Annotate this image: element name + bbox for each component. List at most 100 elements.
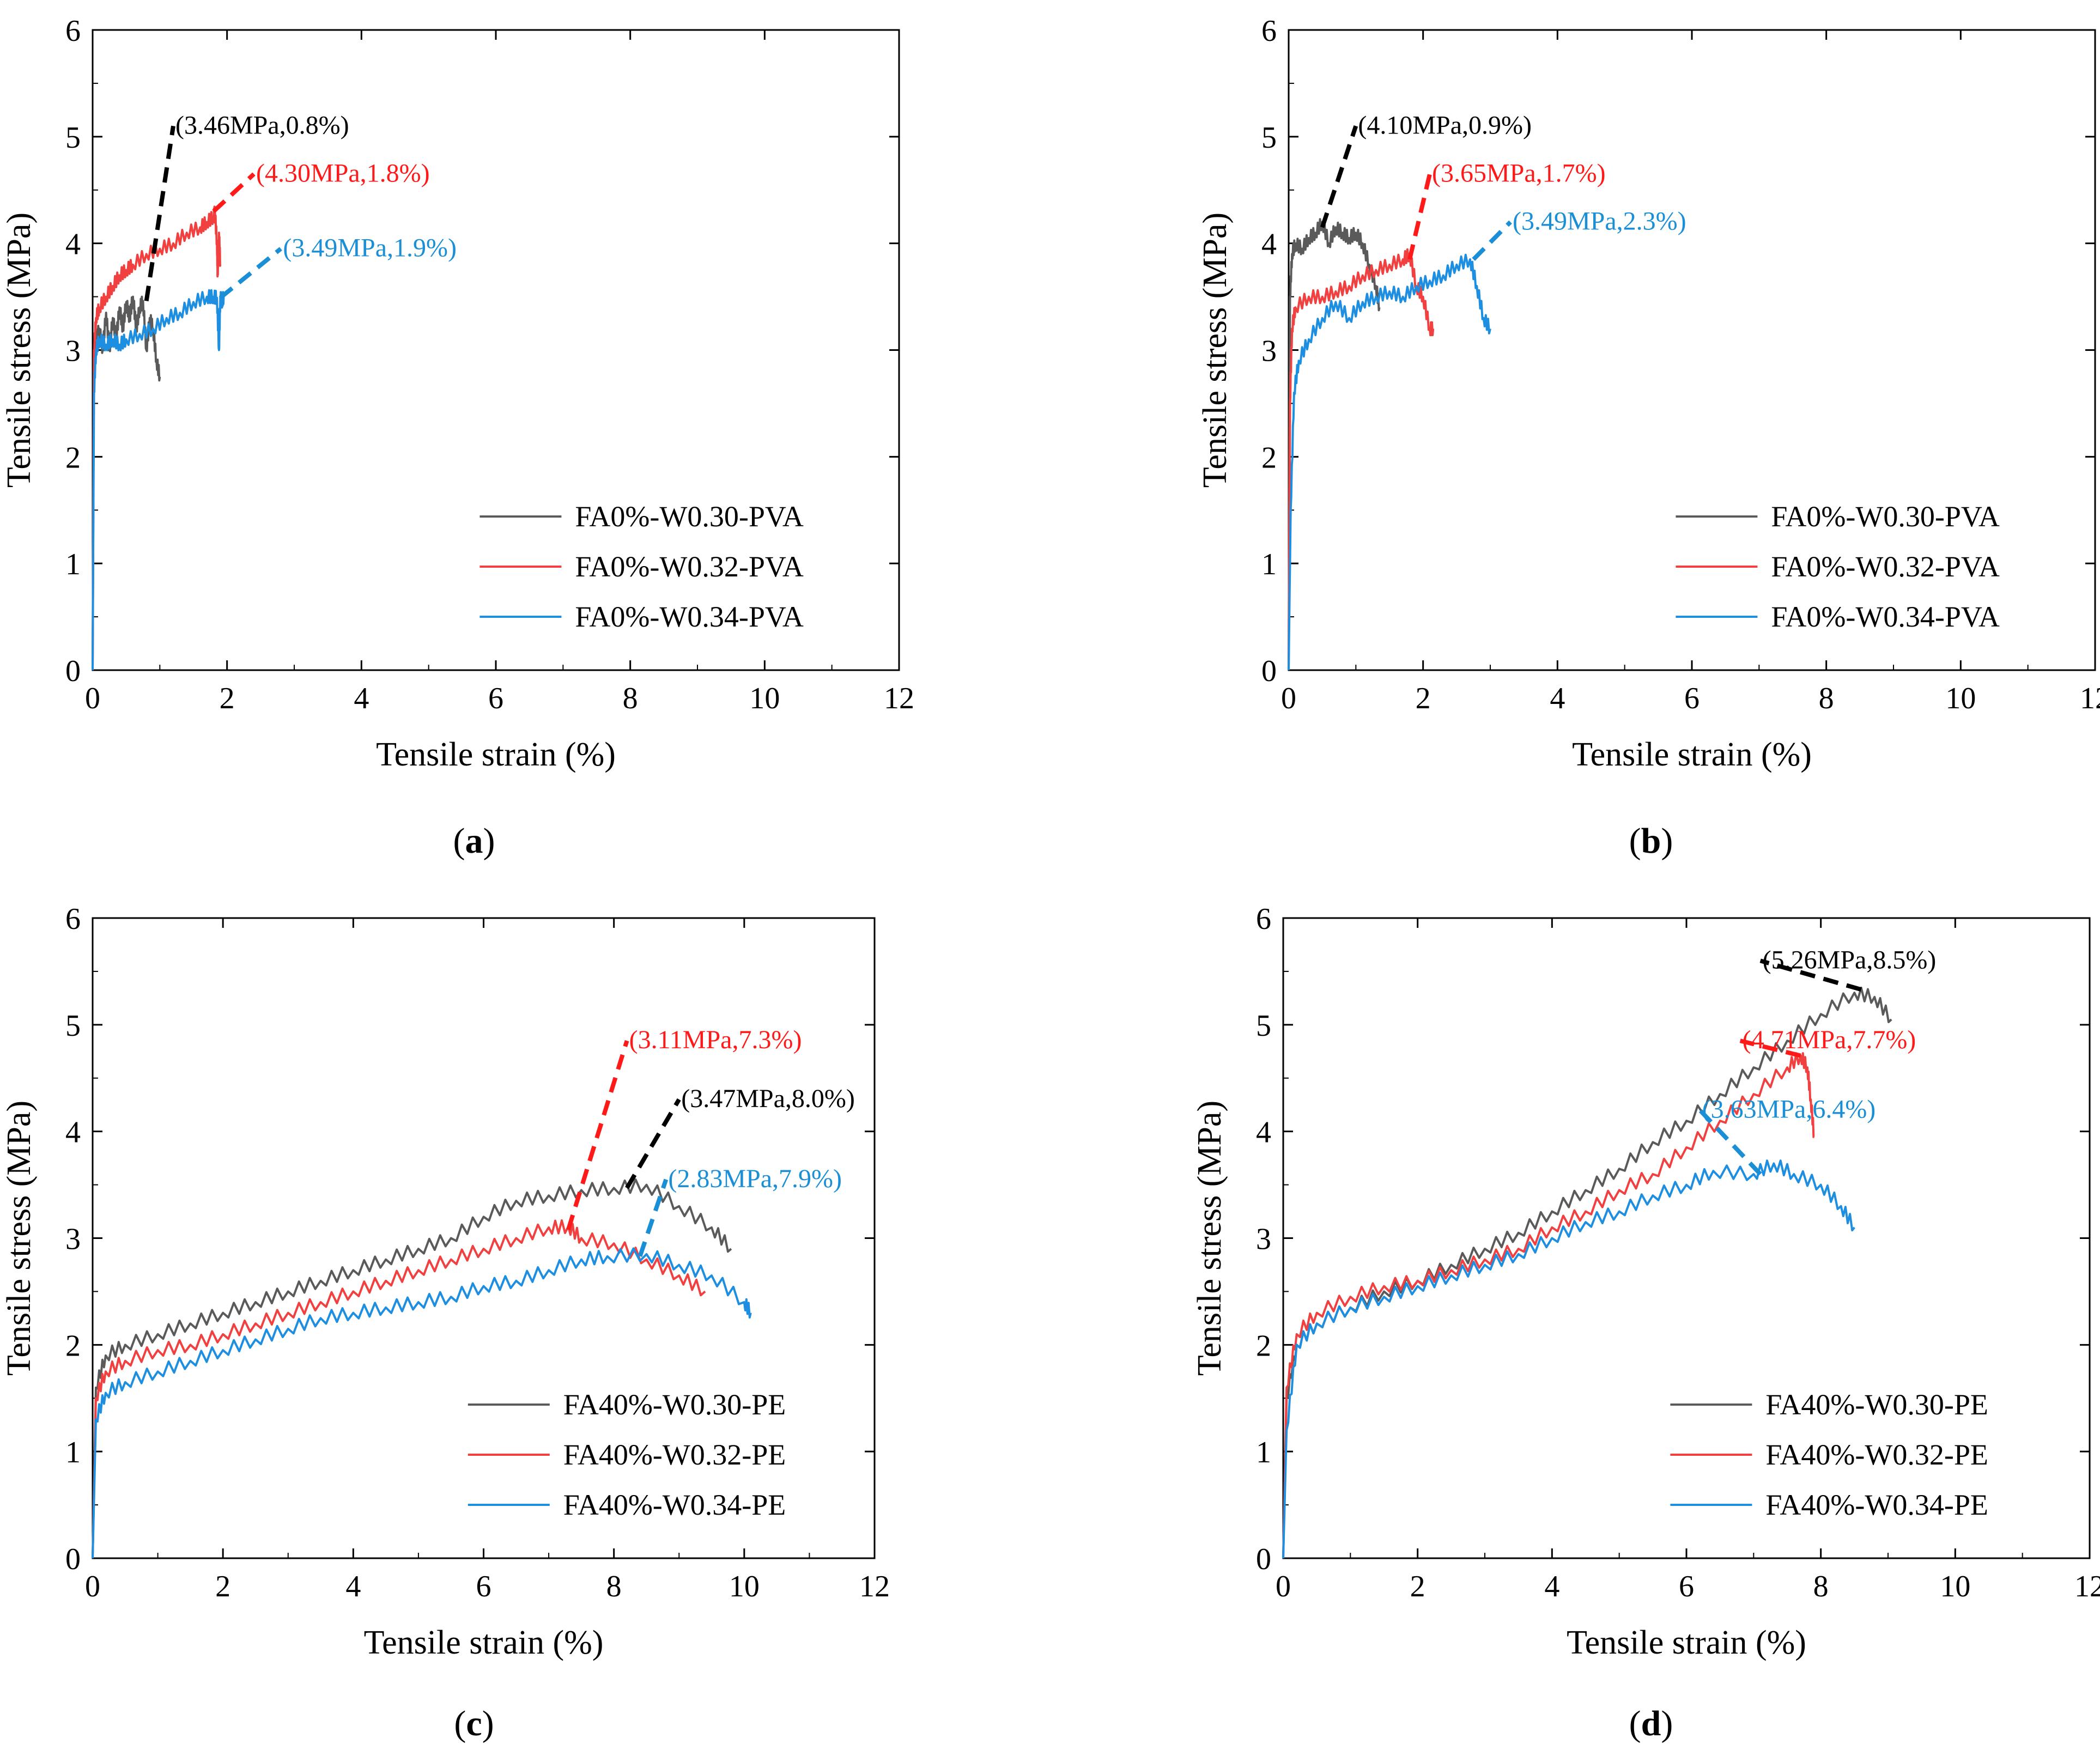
panel-caption-letter: b [1641, 821, 1661, 861]
series-line-1 [1288, 218, 1381, 671]
y-tick-label: 2 [1256, 1329, 1271, 1363]
panel-caption-letter: a [465, 821, 483, 861]
y-tick-label: 6 [65, 902, 81, 936]
y-tick-label: 4 [65, 228, 81, 262]
y-tick-label: 5 [1261, 121, 1277, 155]
x-tick-label: 10 [1940, 1570, 1970, 1603]
annotation-leader [625, 1098, 681, 1189]
series-line-1 [1282, 986, 1892, 1559]
x-tick-label: 2 [220, 682, 235, 715]
y-axis-title: Tensile stress (MPa) [1, 1101, 38, 1376]
annotation-label: (3.47MPa,8.0%) [681, 1084, 855, 1113]
y-tick-label: 4 [1256, 1116, 1271, 1150]
series-line-2 [1282, 1052, 1815, 1559]
x-tick-label: 2 [1410, 1570, 1425, 1603]
x-tick-label: 0 [85, 1570, 100, 1603]
legend-entry: FA40%-W0.32-PE [563, 1438, 786, 1471]
panel-caption: (b) [1629, 821, 1673, 861]
panel-caption: (a) [453, 821, 495, 861]
annotation-label: (3.49MPa,2.3%) [1513, 207, 1686, 236]
annotation-label: (2.83MPa,7.9%) [668, 1164, 842, 1193]
legend-entry: FA40%-W0.30-PE [1765, 1388, 1988, 1421]
panel-caption-letter: c [466, 1704, 482, 1743]
x-axis-title: Tensile strain (%) [1567, 1624, 1806, 1661]
x-tick-label: 12 [859, 1570, 890, 1603]
legend-entry: FA0%-W0.34-PVA [1771, 600, 2000, 633]
x-tick-label: 6 [488, 682, 503, 715]
series-line-2 [92, 205, 222, 671]
y-tick-label: 1 [65, 1436, 81, 1469]
x-tick-label: 2 [215, 1570, 230, 1603]
annotation-leader [212, 172, 256, 213]
y-tick-label: 4 [1261, 228, 1277, 262]
series-line-2 [92, 1219, 706, 1559]
x-tick-label: 4 [1550, 682, 1565, 715]
annotation-leader [144, 125, 175, 302]
panel-caption-letter: d [1641, 1704, 1661, 1743]
x-tick-label: 6 [476, 1570, 491, 1603]
y-tick-label: 3 [65, 335, 81, 368]
annotation-leader [566, 1040, 629, 1231]
legend-entry: FA0%-W0.32-PVA [1771, 550, 2000, 583]
y-tick-label: 2 [65, 1329, 81, 1363]
y-tick-label: 5 [65, 121, 81, 155]
annotation-leader [1759, 958, 1862, 992]
y-tick-label: 6 [1261, 14, 1277, 48]
x-axis-title: Tensile strain (%) [1572, 736, 1812, 773]
x-tick-label: 0 [1276, 1570, 1291, 1603]
y-tick-label: 3 [1261, 335, 1277, 368]
x-axis-title: Tensile strain (%) [364, 1624, 604, 1661]
x-tick-label: 8 [1813, 1570, 1829, 1603]
x-tick-label: 8 [1819, 682, 1834, 715]
annotation-label: (4.71MPa,7.7%) [1743, 1025, 1916, 1054]
y-tick-label: 1 [1256, 1436, 1271, 1469]
legend-entry: FA40%-W0.30-PE [563, 1388, 786, 1421]
legend-entry: FA0%-W0.34-PVA [575, 600, 804, 633]
annotation-label: (3.49MPa,1.9%) [283, 233, 457, 262]
x-tick-label: 0 [85, 682, 100, 715]
series-line-3 [1282, 1159, 1855, 1559]
y-tick-label: 5 [1256, 1009, 1271, 1043]
y-axis-title: Tensile stress (MPa) [1191, 1101, 1228, 1376]
annotation-leader [638, 1178, 669, 1257]
annotation-label: (3.65MPa,1.7%) [1432, 159, 1606, 187]
x-tick-label: 12 [2074, 1570, 2100, 1603]
x-tick-label: 6 [1684, 682, 1700, 715]
legend-entry: FA40%-W0.32-PE [1765, 1438, 1988, 1471]
x-tick-label: 12 [884, 682, 914, 715]
annotation-leader [1320, 125, 1358, 228]
series-line-2 [1288, 248, 1435, 671]
y-tick-label: 2 [1261, 441, 1277, 475]
y-tick-label: 5 [65, 1009, 81, 1043]
y-tick-label: 0 [1256, 1542, 1271, 1576]
annotation-leader [1472, 220, 1512, 261]
annotation-leader [1407, 173, 1432, 260]
x-tick-label: 6 [1679, 1570, 1694, 1603]
series-line-3 [92, 289, 225, 671]
x-tick-label: 10 [1945, 682, 1976, 715]
legend-entry: FA40%-W0.34-PE [1765, 1488, 1988, 1521]
y-tick-label: 1 [1261, 548, 1277, 581]
y-tick-label: 0 [1261, 654, 1277, 688]
y-tick-label: 3 [65, 1223, 81, 1256]
y-axis-title: Tensile stress (MPa) [1197, 212, 1234, 488]
x-tick-label: 10 [729, 1570, 760, 1603]
annotation-label: (4.10MPa,0.9%) [1358, 111, 1532, 139]
legend-entry: FA40%-W0.34-PE [563, 1488, 786, 1521]
y-tick-label: 1 [65, 548, 81, 581]
series-line-3 [92, 1247, 752, 1559]
annotation-leader [219, 247, 282, 300]
x-tick-label: 4 [345, 1570, 361, 1603]
series-line-3 [1288, 253, 1491, 671]
y-tick-label: 6 [1256, 902, 1271, 936]
annotation-label: (3.63MPa,6.4%) [1702, 1095, 1876, 1124]
y-tick-label: 2 [65, 441, 81, 475]
y-tick-label: 6 [65, 14, 81, 48]
y-axis-title: Tensile stress (MPa) [1, 212, 38, 488]
series-line-1 [92, 295, 161, 671]
